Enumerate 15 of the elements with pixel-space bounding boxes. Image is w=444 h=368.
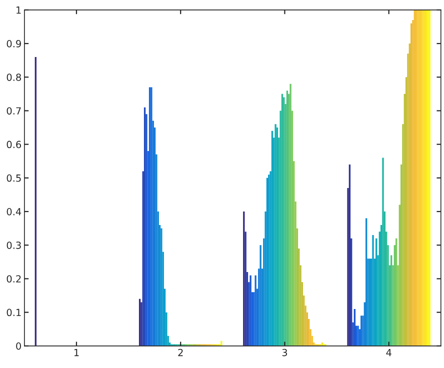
y-tick-label: 0.3	[6, 242, 21, 249]
y-tick-label: 0.5	[6, 174, 21, 182]
y-tick-label: 0.8	[6, 74, 21, 81]
y-tick-label: 0.6	[6, 140, 22, 148]
y-tick-label: 1	[16, 6, 21, 14]
y-tick-label: 0	[16, 342, 21, 350]
y-tick-label: 0.7	[6, 107, 21, 115]
x-tick-label: 4	[386, 348, 392, 356]
y-tick-label: 0.4	[6, 208, 22, 216]
y-tick-label: 0.1	[6, 308, 21, 316]
x-tick-label: 2	[178, 348, 183, 356]
x-tick-label: 1	[74, 348, 79, 356]
y-tick-label: 0.2	[6, 275, 21, 283]
y-tick-label: 0.9	[6, 40, 21, 48]
x-tick-label: 3	[282, 348, 288, 356]
